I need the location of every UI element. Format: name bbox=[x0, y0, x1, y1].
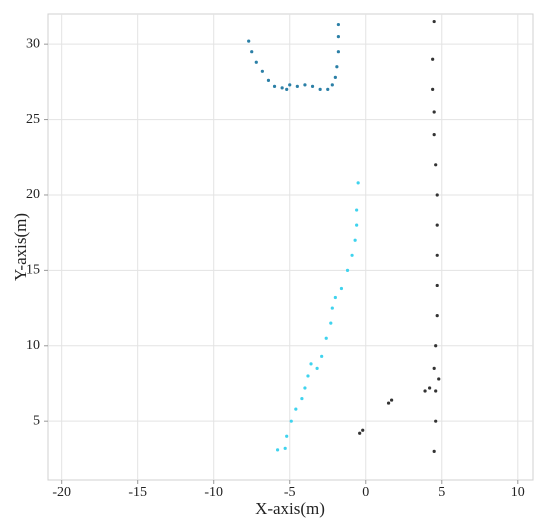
point bbox=[435, 253, 439, 257]
point bbox=[336, 50, 340, 54]
point bbox=[435, 283, 439, 288]
point bbox=[434, 389, 438, 393]
point bbox=[330, 306, 334, 310]
point bbox=[285, 87, 289, 92]
point bbox=[303, 386, 307, 390]
point bbox=[355, 208, 359, 212]
x-tick-label: 0 bbox=[362, 485, 369, 500]
point bbox=[310, 84, 315, 88]
point bbox=[295, 84, 299, 88]
point bbox=[333, 295, 337, 300]
point bbox=[423, 389, 427, 393]
point bbox=[432, 110, 436, 114]
point bbox=[434, 419, 438, 423]
point bbox=[330, 83, 334, 87]
point bbox=[272, 84, 277, 88]
point bbox=[288, 83, 292, 87]
point bbox=[350, 253, 354, 257]
point bbox=[275, 448, 280, 452]
point bbox=[432, 19, 436, 24]
x-axis-title: X-axis(m) bbox=[255, 499, 325, 518]
point bbox=[300, 396, 304, 401]
point bbox=[432, 449, 436, 453]
point bbox=[358, 431, 362, 435]
x-tick-label: 5 bbox=[438, 485, 445, 500]
point bbox=[361, 428, 365, 432]
point bbox=[437, 377, 441, 381]
point bbox=[435, 193, 439, 197]
point bbox=[353, 238, 357, 242]
point bbox=[435, 223, 439, 227]
point bbox=[315, 366, 319, 371]
point bbox=[435, 314, 439, 318]
point bbox=[428, 386, 432, 390]
point bbox=[390, 398, 394, 402]
point bbox=[289, 419, 293, 423]
point bbox=[336, 22, 340, 27]
point bbox=[318, 87, 322, 92]
point bbox=[324, 336, 328, 340]
point bbox=[432, 366, 436, 371]
point bbox=[431, 57, 435, 61]
y-tick-label: 20 bbox=[26, 187, 40, 202]
point bbox=[247, 39, 251, 43]
x-tick-label: -10 bbox=[204, 485, 223, 500]
point bbox=[432, 133, 436, 137]
point bbox=[386, 401, 391, 405]
point bbox=[434, 163, 438, 167]
point bbox=[285, 434, 289, 438]
point bbox=[345, 268, 350, 272]
x-tick-label: 10 bbox=[511, 485, 525, 500]
point bbox=[254, 60, 258, 64]
point bbox=[260, 69, 264, 73]
y-tick-label: 10 bbox=[26, 338, 40, 353]
point bbox=[355, 223, 359, 227]
point bbox=[356, 181, 360, 185]
x-tick-label: -15 bbox=[128, 485, 147, 500]
point bbox=[250, 50, 254, 54]
point bbox=[306, 374, 310, 378]
point bbox=[336, 35, 340, 39]
point bbox=[294, 407, 298, 411]
point bbox=[434, 344, 438, 348]
plot-area bbox=[47, 13, 534, 481]
point bbox=[309, 362, 313, 366]
y-axis-title: Y-axis(m) bbox=[11, 213, 30, 281]
point bbox=[431, 87, 435, 92]
x-tick-label: -20 bbox=[52, 485, 71, 500]
point bbox=[320, 354, 324, 358]
point bbox=[283, 446, 287, 450]
point bbox=[303, 83, 307, 87]
y-tick-label: 30 bbox=[26, 36, 40, 51]
point bbox=[266, 78, 271, 82]
point bbox=[329, 321, 333, 325]
point bbox=[339, 286, 344, 291]
x-tick-label: -5 bbox=[284, 485, 296, 500]
point bbox=[280, 86, 284, 90]
y-tick-label: 5 bbox=[33, 413, 40, 428]
y-tick-label: 15 bbox=[26, 263, 40, 278]
y-tick-label: 25 bbox=[26, 112, 40, 127]
point bbox=[333, 75, 337, 79]
point bbox=[326, 87, 330, 92]
point bbox=[335, 65, 339, 69]
